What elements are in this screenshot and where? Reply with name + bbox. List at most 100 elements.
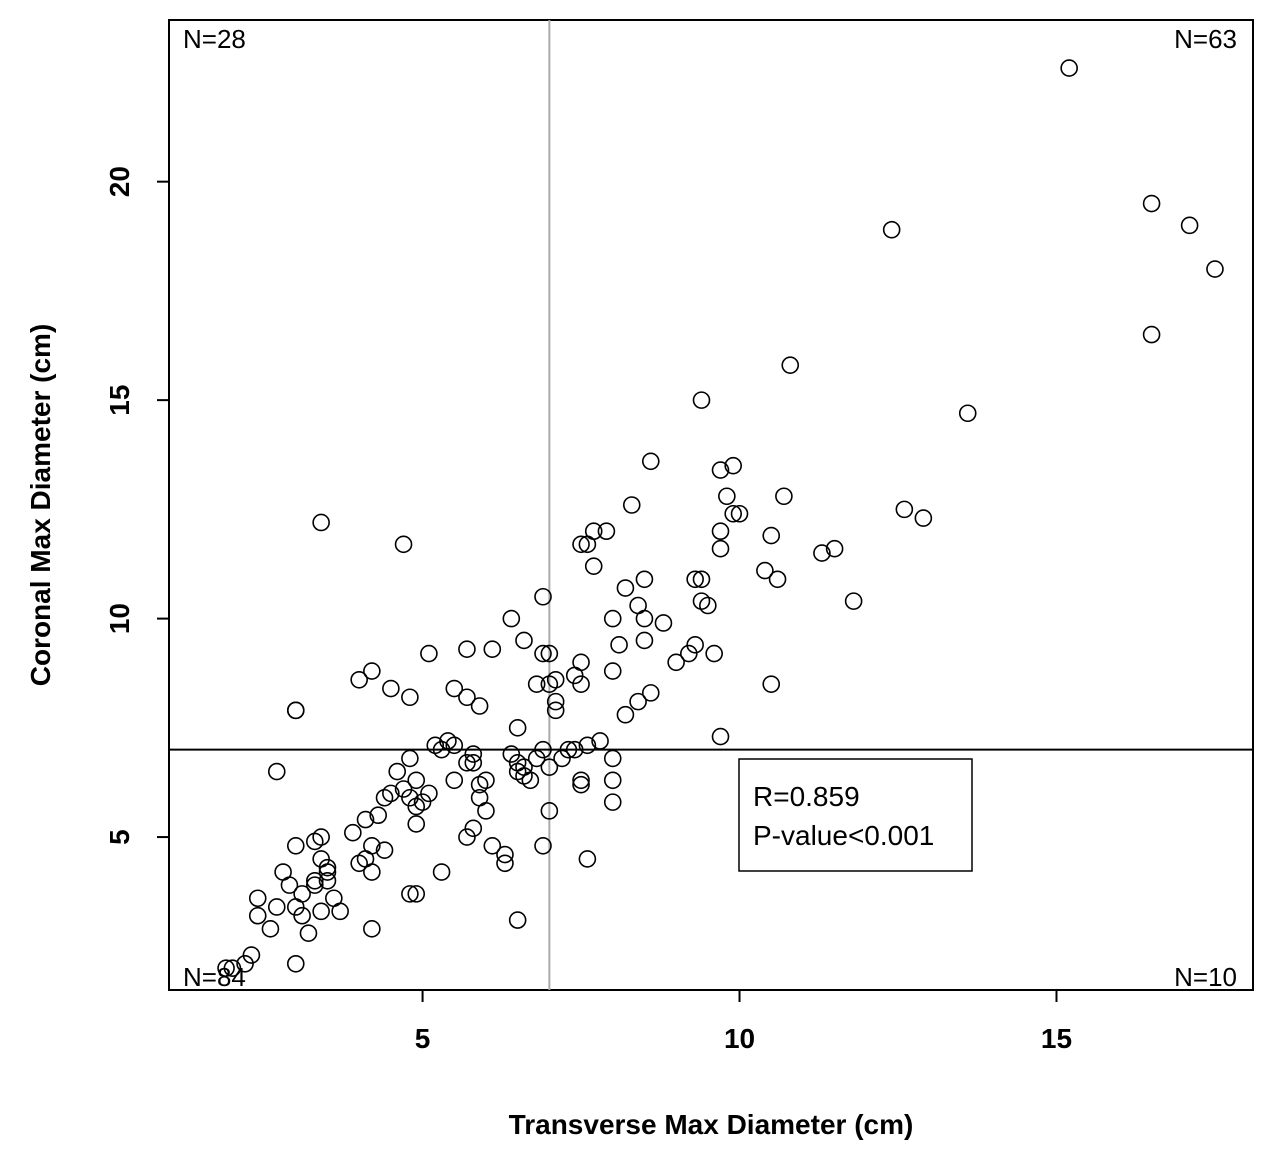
y-tick-label: 15 [104,385,135,416]
data-point [610,636,628,654]
data-point [464,753,483,772]
data-point [781,356,800,374]
data-point [312,902,330,921]
data-point [502,745,521,763]
data-point [458,640,476,658]
data-point [407,797,426,816]
data-point [591,732,609,750]
data-point [394,780,413,798]
data-point [312,513,330,532]
data-point [635,609,654,628]
data-point [350,670,368,689]
data-point [882,220,901,239]
data-point [718,487,736,506]
data-point [641,684,660,702]
data-point [762,526,781,545]
data-point [914,509,933,527]
data-point [496,845,514,864]
data-point [217,959,235,977]
data-point [344,823,362,842]
data-point [382,679,400,698]
data-point [420,784,438,803]
data-point [616,705,635,724]
data-point [483,837,502,855]
data-point [1180,216,1199,235]
y-axis: 5 10 15 20 [104,166,169,845]
data-point [680,644,698,663]
data-point [306,832,324,851]
data-point [483,640,502,658]
data-point [388,762,407,781]
data-point [248,889,267,908]
data-point [267,762,286,781]
data-point [578,736,597,755]
data-point [407,771,426,790]
data-point [248,906,267,925]
y-tick-label: 5 [104,829,135,845]
stats-box-frame [738,758,973,872]
data-point [401,688,419,707]
data-point [724,504,742,523]
data-points [217,59,1224,977]
data-point [603,771,622,790]
data-point [635,570,654,589]
data-point [686,636,704,654]
x-axis-title: Transverse Max Diameter (cm) [509,1109,914,1140]
data-point [775,487,793,506]
p-value-text: P-value<0.001 [753,820,934,851]
data-point [603,793,622,811]
data-point [439,732,457,750]
data-point [705,644,723,663]
x-tick-label: 15 [1041,1023,1072,1054]
data-point [464,819,483,838]
data-point [356,810,375,829]
data-point [572,771,590,790]
data-point [895,500,914,519]
x-tick-label: 5 [415,1023,431,1054]
data-point [699,596,717,615]
data-point [375,841,394,859]
data-point [686,570,704,589]
data-point [293,906,311,925]
plot-border [168,19,1254,991]
data-point [616,579,635,597]
data-point [584,522,603,541]
data-point [286,954,305,973]
data-point [299,924,318,942]
data-point [363,837,381,855]
data-point [756,561,774,580]
data-point [394,535,413,554]
quadrant-count-bottom-right: N=10 [1174,962,1237,992]
data-point [293,885,311,903]
data-point [572,775,590,794]
x-tick-label: 10 [724,1023,755,1054]
data-point [958,404,977,423]
data-point [280,876,299,894]
data-point [477,771,495,790]
data-point [534,644,552,663]
data-point [534,587,552,606]
data-point [420,644,438,663]
data-point [1060,59,1078,77]
data-point [458,828,476,846]
data-point [401,788,419,807]
data-point [565,740,584,759]
correlation-text: R=0.859 [753,781,860,812]
data-point [1142,325,1161,344]
data-point [527,749,546,768]
data-point [584,557,603,575]
data-point [521,771,540,790]
data-point [363,920,381,938]
data-point [363,662,381,680]
data-point [578,850,597,868]
data-point [458,688,476,707]
data-point [331,902,349,921]
data-point [572,675,590,693]
x-axis: 5 10 15 [415,990,1072,1054]
data-point [318,863,337,881]
data-point [306,871,324,890]
data-point [1206,260,1224,278]
data-point [242,946,261,964]
data-point [496,854,514,873]
data-point [407,885,426,903]
